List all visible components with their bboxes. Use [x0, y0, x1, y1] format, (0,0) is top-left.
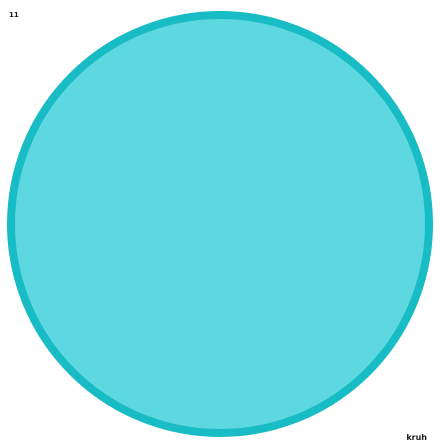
shape-caption: kruh	[406, 433, 427, 442]
card-number: 11	[9, 11, 19, 19]
cyan-circle	[7, 11, 433, 437]
